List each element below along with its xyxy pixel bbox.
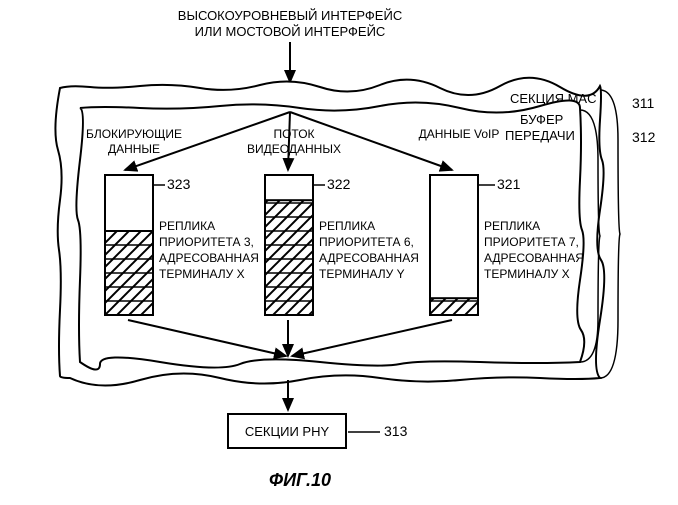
top-label-1: ВЫСОКОУРОВНЕВЫЙ ИНТЕРФЕЙС bbox=[178, 8, 402, 23]
column-desc-line: ТЕРМИНАЛУ X bbox=[484, 267, 570, 281]
phy-label: СЕКЦИИ PHY bbox=[245, 424, 330, 439]
figure-label: ФИГ.10 bbox=[269, 470, 331, 490]
diagram-root: ВЫСОКОУРОВНЕВЫЙ ИНТЕРФЕЙС ИЛИ МОСТОВОЙ И… bbox=[0, 0, 678, 500]
brace-311 bbox=[600, 90, 620, 378]
ref-313: 313 bbox=[384, 423, 408, 439]
column-header-2: ВИДЕОДАННЫХ bbox=[247, 142, 341, 156]
column-header-1: ПОТОК bbox=[273, 127, 314, 141]
column-header-1: БЛОКИРУЮЩИЕ bbox=[86, 127, 182, 141]
ref-number: 323 bbox=[167, 176, 191, 192]
column-desc-line: АДРЕСОВАННАЯ bbox=[319, 251, 419, 265]
column-desc-line: РЕПЛИКА bbox=[159, 219, 215, 233]
ref-number: 321 bbox=[497, 176, 521, 192]
buffer-label-2: ПЕРЕДАЧИ bbox=[505, 128, 575, 143]
column-desc-line: ПРИОРИТЕТА 3, bbox=[159, 235, 254, 249]
buffer-bar bbox=[430, 175, 478, 315]
column-desc-line: ТЕРМИНАЛУ Y bbox=[319, 267, 405, 281]
buffer-label-1: БУФЕР bbox=[520, 112, 563, 127]
column-desc-line: ПРИОРИТЕТА 6, bbox=[319, 235, 414, 249]
column-desc-line: АДРЕСОВАННАЯ bbox=[484, 251, 584, 265]
ref-number: 322 bbox=[327, 176, 351, 192]
column-header-2: ДАННЫЕ bbox=[108, 142, 160, 156]
top-label-2: ИЛИ МОСТОВОЙ ИНТЕРФЕЙС bbox=[195, 24, 386, 39]
ref-312: 312 bbox=[632, 129, 656, 145]
ref-311: 311 bbox=[632, 95, 655, 111]
column-desc-line: РЕПЛИКА bbox=[319, 219, 375, 233]
column-desc-line: АДРЕСОВАННАЯ bbox=[159, 251, 259, 265]
column-desc-line: ПРИОРИТЕТА 7, bbox=[484, 235, 579, 249]
column-header-1: ДАННЫЕ VoIP bbox=[419, 127, 500, 141]
column-desc-line: ТЕРМИНАЛУ X bbox=[159, 267, 245, 281]
column-desc-line: РЕПЛИКА bbox=[484, 219, 540, 233]
